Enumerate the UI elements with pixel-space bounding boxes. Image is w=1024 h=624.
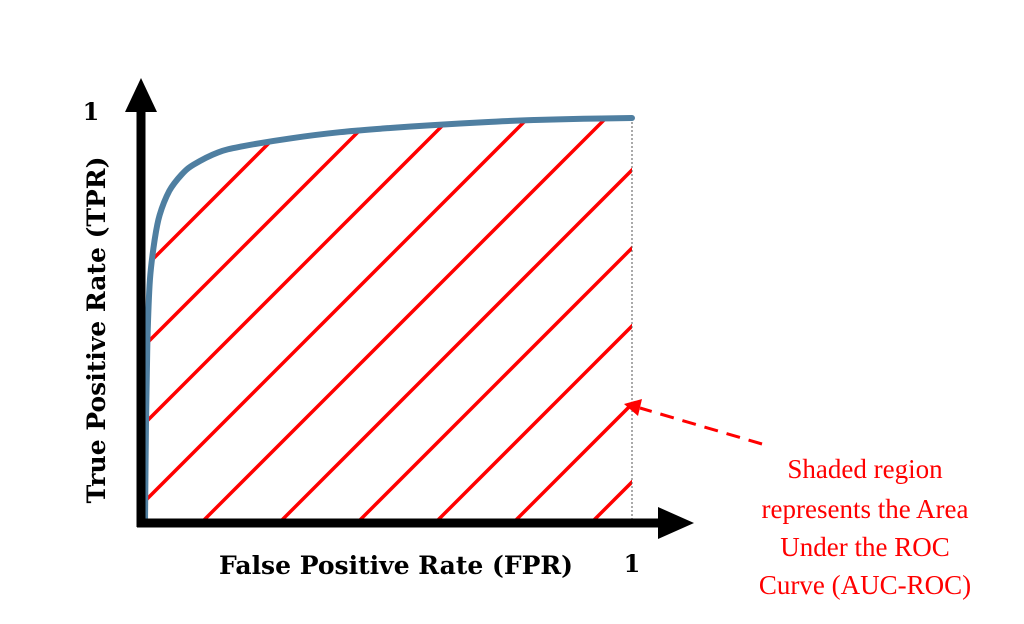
x-axis-label: False Positive Rate (FPR) <box>219 551 573 580</box>
hatch-line <box>191 118 632 523</box>
annotation-arrow-line <box>639 406 763 446</box>
hatch-line <box>145 118 343 523</box>
annotation-line-3: Under the ROC <box>780 532 949 562</box>
roc-curve <box>142 115 635 526</box>
annotation-arrowhead <box>624 399 642 416</box>
axes <box>125 78 694 539</box>
hatch-line <box>145 118 265 523</box>
hatch-line <box>347 118 632 523</box>
x-axis-tick-label: 1 <box>624 549 641 578</box>
hatch-line <box>503 118 632 523</box>
hatch-line <box>269 118 632 523</box>
x-axis-arrowhead <box>658 507 694 539</box>
hatch-line <box>145 118 577 523</box>
y-axis-arrowhead <box>125 78 157 112</box>
annotation-line-2: represents the Area <box>762 494 969 524</box>
hatch-line <box>145 118 421 523</box>
hatch-line <box>145 118 499 523</box>
hatch-line <box>425 118 632 523</box>
auc-hatch-region <box>145 118 632 523</box>
annotation-line-4: Curve (AUC-ROC) <box>759 570 971 600</box>
annotation-line-1: Shaded region <box>787 454 943 484</box>
y-axis-tick-label: 1 <box>83 97 100 126</box>
y-axis-label: True Positive Rate (TPR) <box>82 157 111 504</box>
annotation-text: Shaded region represents the Area Under … <box>759 454 971 600</box>
